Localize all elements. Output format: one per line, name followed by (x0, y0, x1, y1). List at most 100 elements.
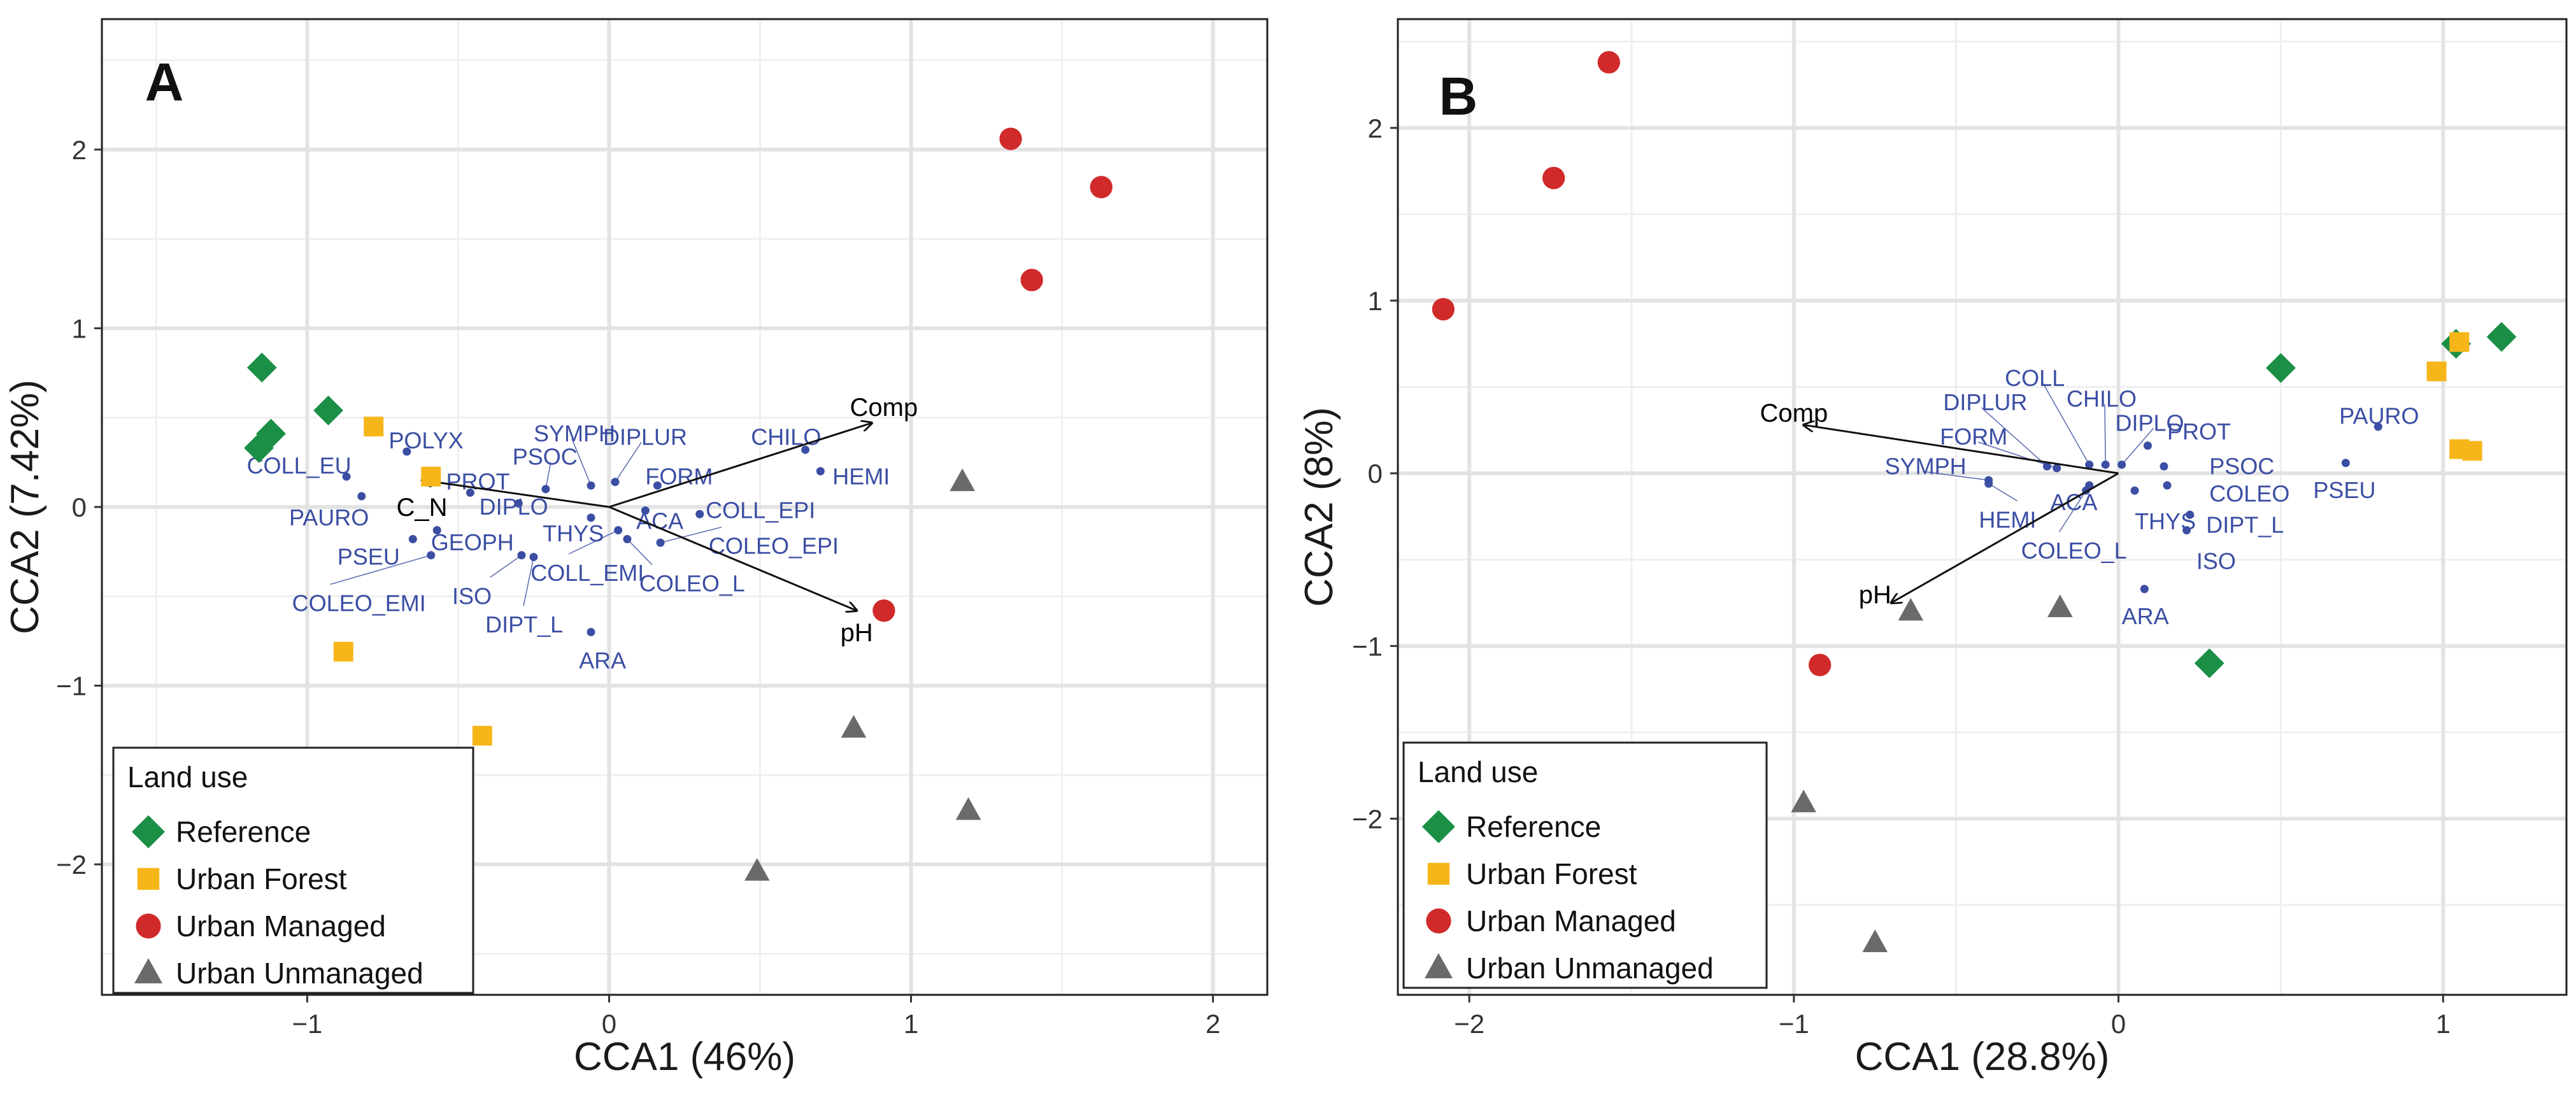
site-urban-forest-4 (472, 725, 492, 746)
legend-key-urban-unmanaged (1425, 953, 1453, 978)
taxon-leader-psoc (545, 462, 551, 490)
env-label-c-n: C_N (397, 494, 448, 522)
y-tick-label: −2 (1352, 804, 1383, 834)
legend-key-reference (132, 815, 165, 848)
taxon-label-psoc: PSOC (513, 443, 578, 469)
taxon-label-ara: ARA (2122, 603, 2169, 629)
x-axis-title: CCA1 (28.8%) (1855, 1035, 2110, 1079)
legend-label-urban-unmanaged: Urban Unmanaged (1466, 952, 1714, 985)
panel-letter: A (145, 52, 184, 112)
taxon-label-form: FORM (1940, 424, 2007, 450)
taxon-label-pauro: PAURO (289, 504, 369, 531)
y-tick-label: −1 (1352, 631, 1383, 661)
legend-label-urban-forest: Urban Forest (1466, 857, 1637, 890)
grid (1398, 19, 2566, 995)
legend-label-urban-forest: Urban Forest (176, 862, 347, 895)
taxon-leader-dipt-l (523, 557, 534, 606)
y-tick-label: −1 (56, 671, 87, 701)
env-arrow-ph (608, 506, 857, 611)
taxon-leader-symph (1923, 471, 1989, 481)
taxon-point-coleo (2163, 481, 2172, 490)
taxon-point-psoc (2160, 462, 2168, 471)
taxon-point-diplo (514, 499, 523, 508)
taxon-point-symph (587, 481, 595, 490)
taxon-point-pauro (2373, 422, 2382, 431)
taxon-point-form (2053, 464, 2061, 473)
y-tick-label: 2 (72, 135, 87, 165)
legend-key-urban-forest (137, 867, 160, 890)
taxon-leader-symph (571, 438, 592, 486)
taxon-point-coleo-epi (656, 538, 665, 547)
env-label-comp: Comp (1760, 399, 1828, 427)
taxon-label-diplur: DIPLUR (1943, 389, 2027, 415)
taxon-point-psoc (541, 485, 550, 494)
legend-key-urban-unmanaged (134, 958, 162, 983)
site-urban-unmanaged-4 (1862, 929, 1888, 953)
taxon-point-prot (466, 488, 474, 497)
taxon-label-coleo-emi: COLEO_EMI (292, 590, 426, 617)
site-urban-unmanaged-2 (841, 715, 867, 738)
site-reference-1 (2266, 353, 2296, 383)
legend-label-reference: Reference (1466, 810, 1601, 843)
panel-a-cca-plot: −1 0 1 2 −2 −1 0 1 2 CCA1 (46%) CCA2 (7.42%) A POLYX… (3, 18, 1269, 1079)
taxon-label-coleo-epi: COLEO_EPI (709, 533, 839, 559)
site-urban-managed-3 (1020, 269, 1043, 292)
legend-key-urban-managed (1426, 908, 1451, 934)
x-tick-label: 0 (602, 1009, 616, 1039)
taxon-point-coll-epi (695, 510, 704, 518)
taxon-label-diplo: DIPLO (480, 494, 548, 520)
taxon-leader-coll (2042, 383, 2090, 465)
env-label-comp: Comp (850, 394, 918, 422)
env-arrow-c-n (422, 480, 609, 508)
site-urban-unmanaged-1 (950, 468, 975, 492)
site-urban-forest-1 (364, 417, 384, 437)
legend-key-urban-forest (1427, 862, 1450, 885)
legend-title: Land use (127, 760, 248, 794)
sites (244, 127, 1113, 881)
taxon-point-iso (517, 551, 526, 560)
taxon-point-coll (2085, 460, 2094, 469)
site-urban-unmanaged-1 (1898, 597, 1924, 621)
env-label-ph: pH (841, 618, 873, 646)
y-tick-label: −2 (56, 850, 87, 880)
legend-title: Land use (1418, 755, 1538, 788)
taxon-label-symph: SYMPH (1885, 453, 1967, 479)
env-arrow-comp (1804, 425, 2119, 474)
taxon-label-diplo: DIPLO (2115, 410, 2184, 436)
site-urban-unmanaged-4 (744, 858, 770, 881)
taxon-point-coll-eu (342, 472, 351, 481)
legend-key-reference (1422, 810, 1455, 843)
taxon-leader-diplur (1981, 407, 2047, 467)
taxon-label-chilo: CHILO (751, 424, 821, 450)
plot-frame (1397, 18, 2568, 996)
site-urban-managed-2 (1090, 176, 1113, 199)
taxon-leader-iso (490, 555, 522, 578)
env-arrows: Comp pH C_N (397, 394, 918, 647)
taxon-label-diplur: DIPLUR (603, 424, 687, 450)
taxon-point-pseu (2341, 459, 2350, 467)
site-reference-4 (2194, 648, 2224, 678)
site-reference-1 (246, 352, 277, 383)
site-urban-forest-2 (421, 466, 441, 487)
taxon-leader-hemi (1988, 483, 2017, 502)
x-tick-label: −2 (1454, 1009, 1484, 1039)
taxon-leader-coleo-l (2058, 490, 2087, 532)
env-arrow-comp (609, 423, 871, 508)
taxon-label-coll-emi: COLL_EMI (530, 560, 644, 586)
taxon-label-polyx: POLYX (388, 427, 463, 453)
site-urban-managed-3 (1432, 297, 1455, 321)
taxon-point-thys (2130, 486, 2139, 495)
taxon-leader-coleo-emi (330, 554, 431, 585)
legend-label-urban-managed: Urban Managed (176, 909, 386, 943)
taxon-label-dipt-l: DIPT_L (2206, 511, 2284, 538)
taxon-point-geoph (432, 525, 441, 534)
taxon-point-aca (641, 506, 650, 515)
taxon-leader-form (1977, 441, 2057, 469)
env-label-ph: pH (1859, 581, 1891, 609)
taxon-point-diplur (611, 478, 620, 487)
x-tick-label: −1 (1779, 1009, 1809, 1039)
